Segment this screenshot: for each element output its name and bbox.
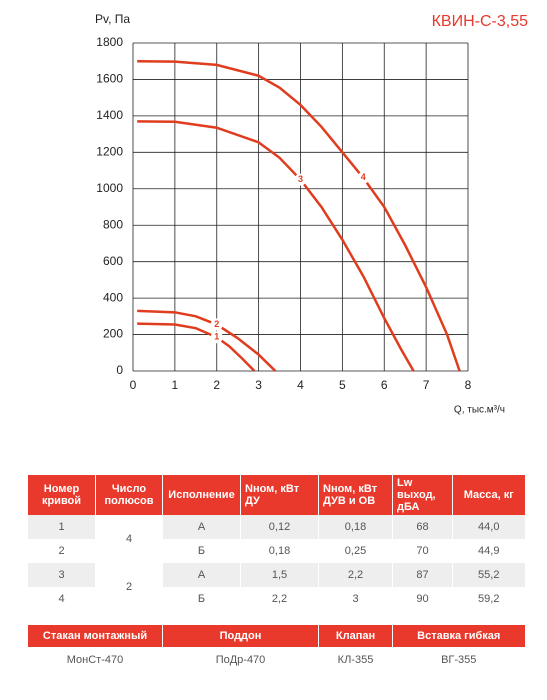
cell: МонСт-470 (27, 647, 163, 673)
curve-label-bg (294, 173, 307, 186)
cell: 87 (392, 563, 453, 587)
x-tick-label: 6 (381, 378, 388, 392)
cell: 0,12 (240, 515, 319, 539)
x-tick-label: 7 (423, 378, 430, 392)
cell: ПоДр-470 (162, 647, 319, 673)
row: 2 Б 0,18 0,25 70 44,9 (27, 539, 525, 563)
header-cell: Исполнение (162, 475, 241, 515)
cell: 2 (95, 563, 163, 611)
x-tick-label: 3 (255, 378, 262, 392)
cell: 0,25 (318, 539, 393, 563)
header-row: Номер кривой Число полюсов Исполнение Nн… (27, 475, 525, 515)
y-tick-label: 1800 (96, 35, 123, 49)
cell: 0,18 (318, 515, 393, 539)
header-cell: Lw выход, дБА (392, 475, 453, 515)
cell: Б (162, 539, 241, 563)
curve-label-bg (210, 318, 223, 331)
cell: 0,18 (240, 539, 319, 563)
cell: 68 (392, 515, 453, 539)
header-cell: Число полюсов (95, 475, 163, 515)
header-row: Стакан монтажный Поддон Клапан Вставка г… (27, 625, 525, 647)
cell: 3 (27, 563, 96, 587)
y-tick-label: 1200 (96, 145, 123, 159)
cell: Б (162, 587, 241, 611)
x-tick-label: 1 (172, 378, 179, 392)
row: 4 Б 2,2 3 90 59,2 (27, 587, 525, 611)
curve (137, 309, 277, 372)
x-tick-label: 5 (339, 378, 346, 392)
cell: А (162, 563, 241, 587)
y-axis-label: Pv, Па (95, 12, 130, 26)
y-tick-label: 0 (116, 363, 123, 377)
curve-label: 4 (361, 172, 366, 182)
cell: 44,0 (452, 515, 525, 539)
chart: Pv, Па КВИН-С-3,55 Q, тыс.м³/ч 020040060… (95, 12, 529, 416)
x-tick-label: 4 (297, 378, 304, 392)
cell: 90 (392, 587, 453, 611)
y-tick-label: 1600 (96, 72, 123, 86)
row: 3 2 А 1,5 2,2 87 55,2 (27, 563, 525, 611)
y-tick-label: 1400 (96, 108, 123, 122)
header-cell: Клапан (318, 625, 393, 647)
y-tick-label: 400 (103, 290, 123, 304)
cell: 44,9 (452, 539, 525, 563)
cell: 2,2 (318, 563, 393, 587)
cell: 3 (318, 587, 393, 611)
cell: 1,5 (240, 563, 319, 587)
cell: 4 (95, 515, 163, 563)
curve (137, 322, 256, 372)
curve-label-bg (210, 331, 223, 344)
header-cell: Поддон (162, 625, 319, 647)
row: МонСт-470 ПоДр-470 КЛ-355 ВГ-355 (27, 647, 525, 673)
accessories-table: Стакан монтажный Поддон Клапан Вставка г… (27, 625, 525, 673)
header-cell: Nном, кВт ДУ (240, 475, 319, 515)
cell: ВГ-355 (392, 647, 525, 673)
x-tick-label: 2 (213, 378, 220, 392)
y-tick-label: 1000 (96, 181, 123, 195)
curve-label: 2 (214, 319, 219, 329)
cell: 70 (392, 539, 453, 563)
spec-table: Номер кривой Число полюсов Исполнение Nн… (27, 475, 525, 611)
cell: 55,2 (452, 563, 525, 587)
curve-label-bg (357, 171, 370, 184)
header-cell: Стакан монтажный (27, 625, 163, 647)
curve-label: 3 (298, 174, 303, 184)
row: 1 4 А 0,12 0,18 68 44,0 (27, 515, 525, 563)
y-tick-label: 800 (103, 217, 123, 231)
cell: 4 (27, 587, 96, 611)
header-cell: Масса, кг (452, 475, 525, 515)
x-tick-label: 0 (130, 378, 137, 392)
header-cell: Вставка гибкая (392, 625, 525, 647)
header-cell: Номер кривой (27, 475, 96, 515)
chart-title: КВИН-С-3,55 (432, 13, 529, 30)
y-tick-label: 200 (103, 327, 123, 341)
curve (137, 59, 461, 372)
x-tick-label: 8 (465, 378, 472, 392)
y-tick-label: 600 (103, 254, 123, 268)
x-axis-label: Q, тыс.м³/ч (454, 405, 505, 416)
curve (137, 120, 415, 372)
cell: 2 (27, 539, 96, 563)
cell: 1 (27, 515, 96, 539)
header-cell: Nном, кВт ДУВ и ОВ (318, 475, 393, 515)
cell: 2,2 (240, 587, 319, 611)
cell: А (162, 515, 241, 539)
curve-label: 1 (214, 332, 219, 342)
cell: КЛ-355 (318, 647, 393, 673)
cell: 59,2 (452, 587, 525, 611)
